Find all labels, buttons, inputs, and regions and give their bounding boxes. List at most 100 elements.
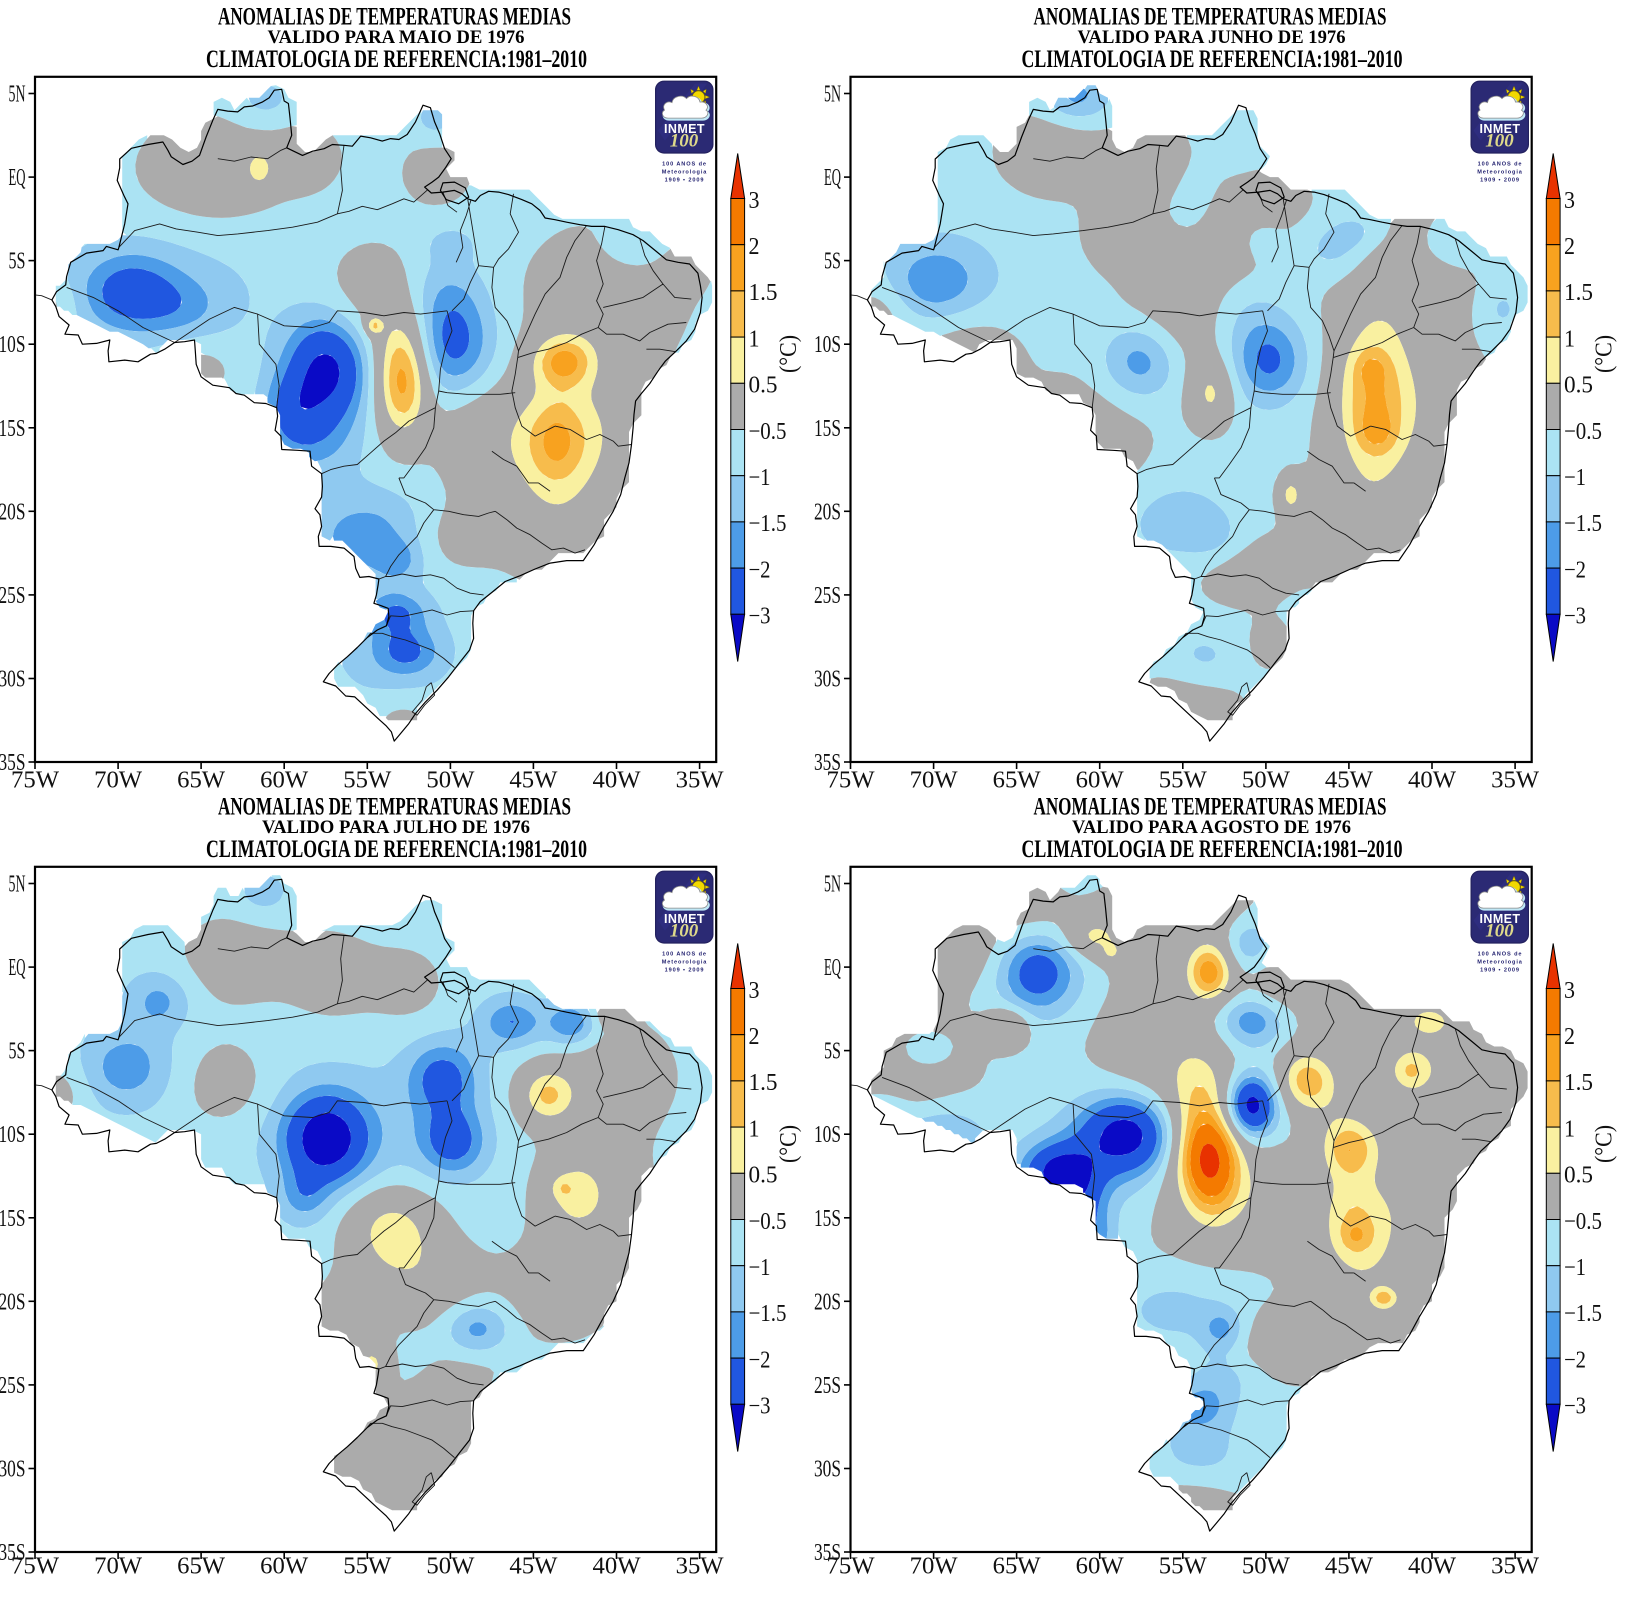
svg-text:15S: 15S — [814, 416, 841, 442]
svg-text:−3: −3 — [1564, 604, 1586, 630]
svg-text:3: 3 — [1564, 978, 1575, 1004]
svg-text:1: 1 — [749, 1116, 760, 1142]
svg-text:60W: 60W — [1076, 1554, 1124, 1580]
svg-text:EQ: EQ — [9, 165, 26, 191]
svg-text:25S: 25S — [814, 1373, 841, 1399]
svg-text:10S: 10S — [0, 1122, 26, 1148]
svg-text:−2: −2 — [749, 557, 771, 583]
svg-text:(°C): (°C) — [1592, 335, 1618, 373]
svg-text:−2: −2 — [1564, 557, 1586, 583]
svg-text:65W: 65W — [993, 768, 1041, 794]
svg-text:5S: 5S — [9, 249, 26, 275]
svg-text:EQ: EQ — [9, 955, 26, 981]
svg-text:(°C): (°C) — [776, 1125, 802, 1163]
svg-text:25S: 25S — [814, 583, 841, 609]
svg-text:VALIDO PARA JUNHO DE 1976: VALIDO PARA JUNHO DE 1976 — [1078, 28, 1346, 48]
svg-text:15S: 15S — [0, 1206, 26, 1232]
svg-text:55W: 55W — [343, 768, 391, 794]
svg-text:30S: 30S — [814, 1457, 841, 1483]
svg-text:(°C): (°C) — [776, 335, 802, 373]
svg-text:5N: 5N — [9, 872, 26, 898]
svg-text:50W: 50W — [1242, 1554, 1290, 1580]
svg-text:10S: 10S — [814, 332, 841, 358]
svg-text:−1: −1 — [1564, 465, 1586, 491]
svg-text:1: 1 — [1564, 1116, 1575, 1142]
svg-text:−1: −1 — [749, 1255, 771, 1281]
svg-text:2: 2 — [749, 1024, 760, 1050]
svg-text:−3: −3 — [1564, 1394, 1586, 1420]
svg-text:1.5: 1.5 — [749, 280, 778, 306]
svg-text:45W: 45W — [509, 1554, 557, 1580]
svg-text:1: 1 — [1564, 326, 1575, 352]
svg-text:65W: 65W — [177, 768, 225, 794]
svg-text:65W: 65W — [993, 1554, 1041, 1580]
svg-text:15S: 15S — [814, 1206, 841, 1232]
svg-text:3: 3 — [749, 188, 760, 214]
svg-text:60W: 60W — [1076, 768, 1124, 794]
svg-text:40W: 40W — [593, 1554, 641, 1580]
svg-text:40W: 40W — [1408, 1554, 1456, 1580]
svg-text:65W: 65W — [177, 1554, 225, 1580]
svg-text:35S: 35S — [0, 1540, 26, 1566]
svg-text:25S: 25S — [0, 583, 26, 609]
svg-text:CLIMATOLOGIA DE REFERENCIA:1: CLIMATOLOGIA DE REFERENCIA:1981–2010 — [1022, 46, 1403, 73]
svg-text:−1: −1 — [1564, 1255, 1586, 1281]
svg-text:45W: 45W — [1325, 768, 1373, 794]
svg-text:−0.5: −0.5 — [749, 419, 787, 445]
svg-text:−1: −1 — [749, 465, 771, 491]
svg-text:35W: 35W — [1491, 768, 1539, 794]
svg-text:10S: 10S — [0, 332, 26, 358]
svg-text:35W: 35W — [676, 768, 724, 794]
svg-text:3: 3 — [749, 978, 760, 1004]
svg-text:75W: 75W — [11, 768, 59, 794]
svg-text:35W: 35W — [676, 1554, 724, 1580]
svg-text:−0.5: −0.5 — [1564, 1209, 1602, 1235]
svg-text:55W: 55W — [343, 1554, 391, 1580]
svg-text:−2: −2 — [1564, 1347, 1586, 1373]
svg-text:ANOMALIAS DE TEMPERATURAS M: ANOMALIAS DE TEMPERATURAS MEDIAS — [218, 4, 571, 31]
svg-text:ANOMALIAS DE TEMPERATURAS M: ANOMALIAS DE TEMPERATURAS MEDIAS — [1034, 794, 1387, 821]
svg-text:0.5: 0.5 — [1564, 1163, 1593, 1189]
svg-text:(°C): (°C) — [1592, 1125, 1618, 1163]
svg-text:3: 3 — [1564, 188, 1575, 214]
svg-text:ANOMALIAS DE TEMPERATURAS M: ANOMALIAS DE TEMPERATURAS MEDIAS — [1034, 4, 1387, 31]
svg-text:40W: 40W — [593, 768, 641, 794]
svg-text:EQ: EQ — [824, 165, 841, 191]
svg-text:75W: 75W — [827, 1554, 875, 1580]
svg-text:1: 1 — [749, 326, 760, 352]
svg-text:35S: 35S — [814, 1540, 841, 1566]
svg-text:60W: 60W — [260, 1554, 308, 1580]
svg-text:50W: 50W — [426, 1554, 474, 1580]
svg-text:55W: 55W — [1159, 1554, 1207, 1580]
svg-text:10S: 10S — [814, 1122, 841, 1148]
svg-text:−3: −3 — [749, 1394, 771, 1420]
svg-text:1.5: 1.5 — [1564, 280, 1593, 306]
svg-text:ANOMALIAS DE TEMPERATURAS M: ANOMALIAS DE TEMPERATURAS MEDIAS — [218, 794, 571, 821]
svg-text:30S: 30S — [814, 667, 841, 693]
svg-text:5N: 5N — [9, 82, 26, 108]
svg-text:VALIDO PARA JULHO DE 1976: VALIDO PARA JULHO DE 1976 — [262, 818, 530, 838]
svg-text:15S: 15S — [0, 416, 26, 442]
svg-text:−1.5: −1.5 — [1564, 511, 1602, 537]
svg-text:70W: 70W — [910, 768, 958, 794]
svg-text:5S: 5S — [824, 249, 841, 275]
svg-text:5S: 5S — [824, 1039, 841, 1065]
svg-text:VALIDO PARA AGOSTO DE 1976: VALIDO PARA AGOSTO DE 1976 — [1072, 818, 1351, 838]
svg-text:−0.5: −0.5 — [749, 1209, 787, 1235]
svg-text:50W: 50W — [1242, 768, 1290, 794]
svg-text:60W: 60W — [260, 768, 308, 794]
svg-text:2: 2 — [1564, 1024, 1575, 1050]
svg-text:0.5: 0.5 — [1564, 373, 1593, 399]
svg-text:45W: 45W — [509, 768, 557, 794]
svg-text:35S: 35S — [814, 750, 841, 776]
svg-text:30S: 30S — [0, 667, 26, 693]
svg-text:20S: 20S — [0, 1289, 26, 1315]
svg-text:70W: 70W — [94, 768, 142, 794]
svg-text:−1.5: −1.5 — [749, 1301, 787, 1327]
svg-text:−2: −2 — [749, 1347, 771, 1373]
svg-text:5S: 5S — [9, 1039, 26, 1065]
svg-text:5N: 5N — [824, 82, 841, 108]
svg-text:0.5: 0.5 — [749, 373, 778, 399]
svg-text:20S: 20S — [0, 499, 26, 525]
svg-text:35S: 35S — [0, 750, 26, 776]
